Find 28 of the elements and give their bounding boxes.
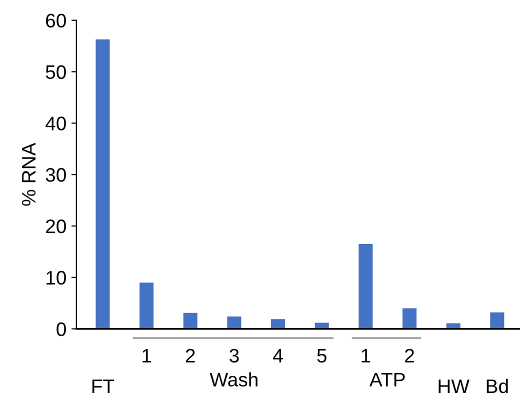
x-tick-label: FT bbox=[92, 380, 114, 393]
y-tick-label: 60 bbox=[46, 14, 66, 28]
bar bbox=[402, 308, 417, 329]
x-tick-label: 5 bbox=[317, 349, 326, 363]
y-tick-label: 10 bbox=[46, 270, 66, 285]
x-tick-label: 2 bbox=[186, 348, 195, 362]
bar bbox=[227, 316, 242, 329]
bar bbox=[96, 39, 110, 329]
bar bbox=[183, 312, 198, 329]
bar bbox=[140, 282, 154, 329]
x-tick-label: 4 bbox=[273, 349, 283, 362]
y-tick-label: 50 bbox=[46, 65, 66, 79]
y-axis-title: % RNA bbox=[22, 142, 36, 206]
text: Wash bbox=[210, 372, 258, 387]
x-tick-label: 2 bbox=[405, 348, 414, 362]
x-tick-label: 1 bbox=[142, 349, 151, 362]
x-tick-label: Bd bbox=[486, 378, 508, 394]
bar bbox=[490, 312, 504, 329]
x-tick-label: HW bbox=[438, 380, 470, 393]
bar bbox=[271, 319, 286, 329]
bar bbox=[358, 244, 373, 329]
y-tick-label: 40 bbox=[46, 116, 66, 130]
y-tick-label: 20 bbox=[46, 219, 66, 234]
y-tick-label: 0 bbox=[56, 322, 66, 336]
y-tick-label: 30 bbox=[46, 168, 66, 182]
x-tick-label: 3 bbox=[230, 348, 239, 363]
text: ATP bbox=[369, 372, 405, 386]
x-tick-label: 1 bbox=[362, 349, 370, 362]
